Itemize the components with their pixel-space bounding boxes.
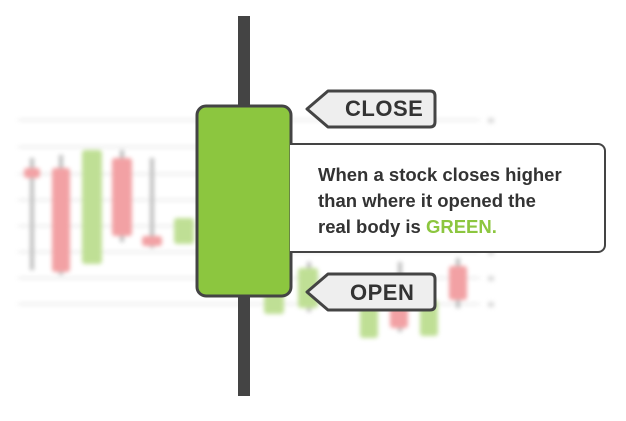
- bg-candle-bearish: [24, 168, 40, 178]
- bg-candle-bearish: [449, 266, 467, 300]
- bg-candle-bearish: [52, 168, 70, 272]
- bg-candle-bullish: [82, 150, 102, 264]
- bg-candle-wick: [30, 158, 34, 270]
- open-pointer-icon: [305, 272, 437, 312]
- axis-tick: [488, 276, 494, 281]
- info-callout-box: [290, 143, 606, 253]
- axis-tick: [488, 118, 494, 123]
- description-line-3: real body is: [318, 216, 426, 237]
- close-pointer-icon: [305, 89, 437, 129]
- highlight-green-text: GREEN.: [425, 216, 497, 237]
- close-label: CLOSE: [345, 96, 424, 121]
- bg-candle-bullish: [174, 218, 194, 244]
- bg-candle-bearish: [112, 158, 132, 236]
- axis-tick: [488, 302, 494, 307]
- candle-real-body: [195, 104, 293, 298]
- info-description: When a stock closes higher than where it…: [318, 162, 598, 240]
- description-line-2: than where it opened the: [318, 190, 536, 211]
- bg-candle-wick: [150, 158, 154, 248]
- description-line-1: When a stock closes higher: [318, 164, 562, 185]
- bg-candle-bearish: [142, 236, 162, 246]
- open-label: OPEN: [350, 280, 415, 305]
